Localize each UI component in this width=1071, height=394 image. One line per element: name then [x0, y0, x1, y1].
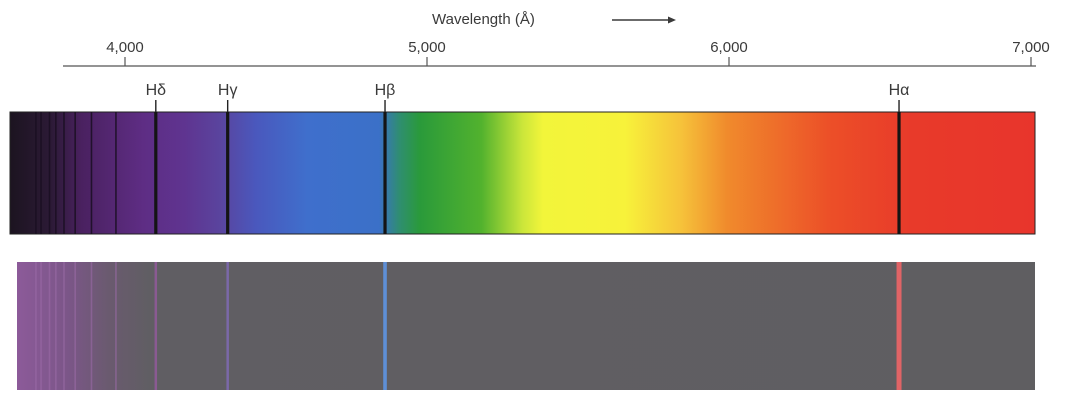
axis-ticks: 4,000 5,000 6,000 7,000 [106, 39, 1050, 66]
axis-tick-label: 6,000 [710, 39, 748, 56]
absorption-spectrum [9, 111, 1036, 235]
line-label: Hα [889, 82, 910, 99]
axis-tick-label: 7,000 [1012, 39, 1050, 56]
emission-lines [35, 262, 902, 390]
axis-tick-label: 5,000 [408, 39, 446, 56]
line-label: Hβ [375, 82, 396, 99]
axis-title: Wavelength (Å) [432, 11, 535, 28]
axis-tick-label: 4,000 [106, 39, 144, 56]
line-label: Hδ [146, 82, 167, 99]
emission-spectrum-band [17, 262, 1035, 390]
line-label: Hγ [218, 82, 238, 99]
absorption-spectrum-band [9, 111, 1036, 235]
absorption-lines [35, 112, 901, 234]
emission-spectrum [17, 262, 1035, 390]
axis-title-arrow [612, 16, 676, 24]
line-labels: Hδ Hγ Hβ Hα [146, 82, 910, 112]
